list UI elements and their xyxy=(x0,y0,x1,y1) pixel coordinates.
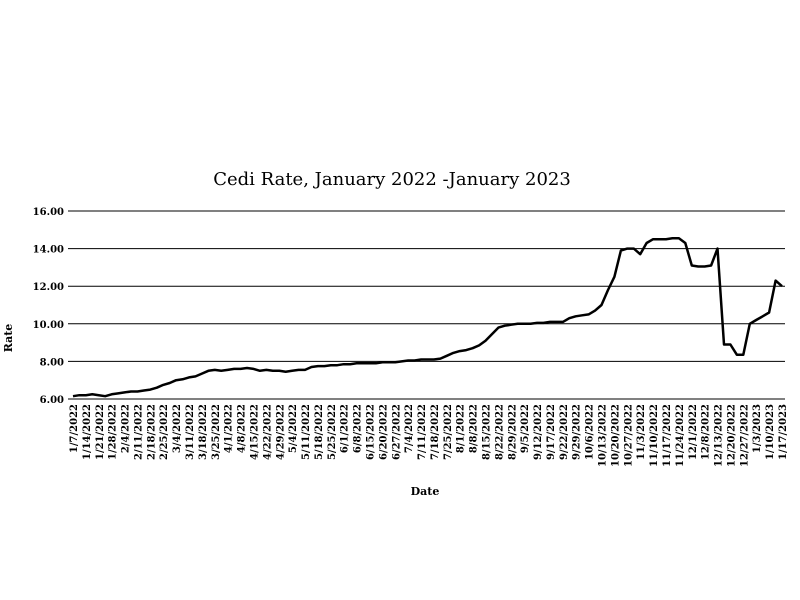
x-tick-label: 9/12/2022 xyxy=(533,404,544,460)
x-tick-label: 12/13/2022 xyxy=(714,404,725,467)
x-tick-label: 7/25/2022 xyxy=(443,404,454,460)
x-tick-label: 12/1/2022 xyxy=(688,404,699,460)
x-tick-label: 6/15/2022 xyxy=(365,404,376,460)
x-tick-label: 4/15/2022 xyxy=(249,404,260,460)
x-tick-label: 4/8/2022 xyxy=(237,404,248,453)
x-tick-label: 5/18/2022 xyxy=(314,404,325,460)
x-tick-label: 8/15/2022 xyxy=(482,404,493,460)
x-tick-label: 3/18/2022 xyxy=(198,404,209,460)
x-tick-label: 9/5/2022 xyxy=(520,404,531,453)
x-tick-label: 3/11/2022 xyxy=(185,404,196,460)
y-axis-label: Rate xyxy=(2,324,15,353)
x-tick-label: 12/8/2022 xyxy=(701,404,712,460)
x-tick-label: 12/20/2022 xyxy=(726,404,737,467)
x-tick-label: 9/29/2022 xyxy=(572,404,583,460)
x-tick-label: 1/7/2022 xyxy=(69,404,80,453)
x-tick-label: 8/8/2022 xyxy=(469,404,480,453)
x-tick-label: 11/17/2022 xyxy=(662,404,673,467)
x-tick-label: 1/3/2023 xyxy=(752,404,763,453)
x-tick-label: 3/4/2022 xyxy=(172,404,183,453)
x-tick-label: 6/1/2022 xyxy=(340,404,351,453)
x-tick-label: 10/6/2022 xyxy=(585,404,596,460)
x-tick-label: 7/11/2022 xyxy=(417,404,428,460)
x-tick-label: 6/20/2022 xyxy=(378,404,389,460)
x-tick-label: 7/4/2022 xyxy=(404,404,415,453)
x-tick-label: 4/1/2022 xyxy=(224,404,235,453)
x-tick-label: 10/27/2022 xyxy=(623,404,634,467)
x-tick-label: 2/25/2022 xyxy=(159,404,170,460)
x-tick-label: 2/4/2022 xyxy=(121,404,132,453)
x-tick-label: 1/14/2022 xyxy=(82,404,93,460)
x-tick-label: 7/18/2022 xyxy=(430,404,441,460)
x-tick-label: 12/27/2022 xyxy=(739,404,750,467)
x-tick-label: 4/22/2022 xyxy=(262,404,273,460)
x-tick-label: 2/11/2022 xyxy=(133,404,144,460)
chart-title: Cedi Rate, January 2022 -January 2023 xyxy=(213,169,571,190)
x-tick-label: 5/11/2022 xyxy=(301,404,312,460)
y-tick-label: 8.00 xyxy=(40,357,64,368)
y-tick-label: 6.00 xyxy=(40,395,64,406)
x-tick-label: 10/20/2022 xyxy=(610,404,621,467)
x-tick-label: 8/1/2022 xyxy=(456,404,467,453)
x-tick-label: 5/4/2022 xyxy=(288,404,299,453)
y-tick-label: 16.00 xyxy=(33,207,64,218)
x-tick-label: 2/18/2022 xyxy=(146,404,157,460)
x-tick-label: 11/24/2022 xyxy=(675,404,686,467)
y-tick-label: 10.00 xyxy=(33,320,64,331)
x-tick-label: 1/21/2022 xyxy=(95,404,106,460)
x-tick-label: 1/28/2022 xyxy=(108,404,119,460)
x-tick-label: 6/8/2022 xyxy=(353,404,364,453)
x-tick-label: 4/29/2022 xyxy=(275,404,286,460)
x-tick-label: 6/27/2022 xyxy=(391,404,402,460)
x-tick-label: 11/3/2022 xyxy=(636,404,647,460)
x-tick-label: 8/29/2022 xyxy=(507,404,518,460)
y-tick-label: 12.00 xyxy=(33,282,64,293)
x-axis-label: Date xyxy=(411,485,440,498)
x-tick-label: 9/22/2022 xyxy=(559,404,570,460)
x-tick-label: 1/10/2023 xyxy=(765,404,776,460)
x-tick-label: 5/25/2022 xyxy=(327,404,338,460)
y-tick-label: 14.00 xyxy=(33,245,64,256)
x-tick-label: 8/22/2022 xyxy=(494,404,505,460)
x-tick-label: 3/25/2022 xyxy=(211,404,222,460)
x-tick-label: 1/17/2023 xyxy=(778,404,789,460)
data-line xyxy=(72,237,783,398)
x-tick-label: 10/13/2022 xyxy=(598,404,609,467)
x-tick-label: 11/10/2022 xyxy=(649,404,660,467)
x-tick-label: 9/17/2022 xyxy=(546,404,557,460)
